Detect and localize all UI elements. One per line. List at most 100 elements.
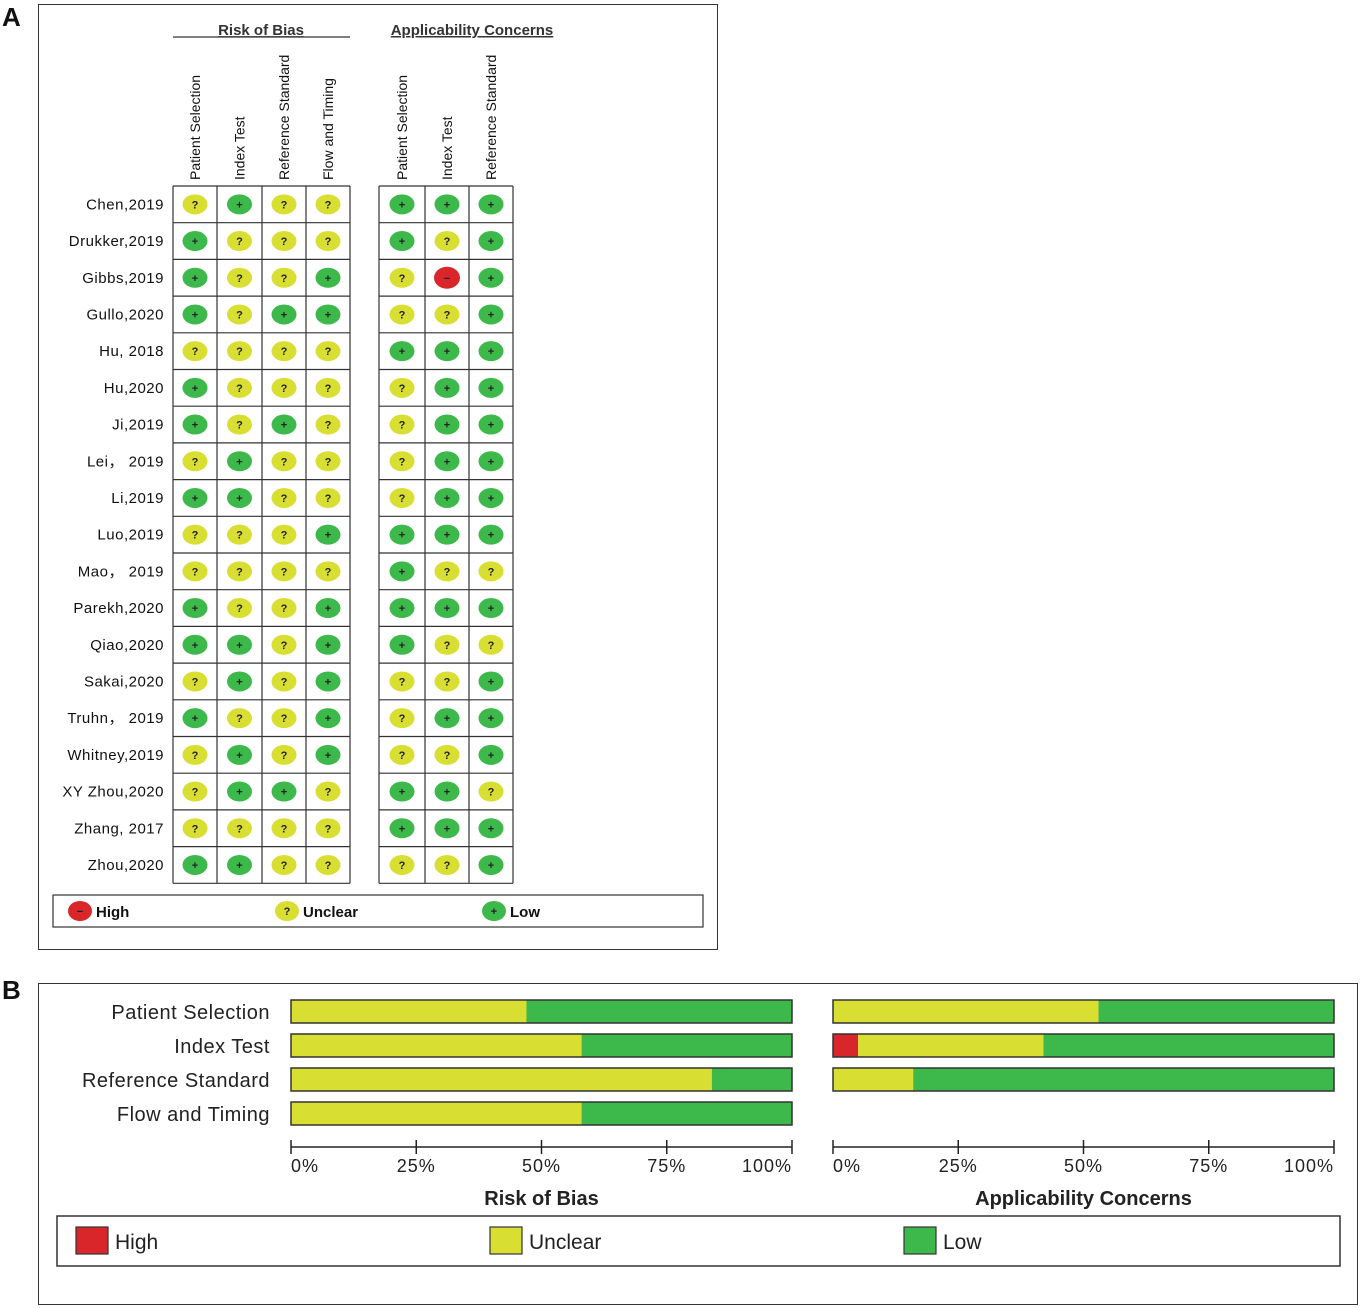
- rob-tick-label: 75%: [647, 1156, 686, 1176]
- judgement-low-icon: [478, 671, 504, 692]
- judgement-low-icon: [478, 818, 504, 839]
- rob-bar-low: [581, 1102, 792, 1125]
- rob-tick-label: 50%: [522, 1156, 561, 1176]
- judgement-symbol: ?: [399, 420, 406, 432]
- judgement-unclear-icon: [271, 854, 297, 875]
- judgement-unclear-icon: [227, 267, 252, 288]
- judgement-low-icon: [315, 304, 341, 325]
- judgement-unclear-icon: [271, 561, 297, 582]
- judgement-symbol: ?: [399, 750, 406, 762]
- app-bar-unclear: [858, 1034, 1044, 1057]
- judgement-symbol: +: [236, 640, 242, 652]
- judgement-unclear-icon: [271, 598, 297, 619]
- study-label: Li,2019: [111, 490, 164, 507]
- judgement-unclear-icon: [478, 781, 504, 802]
- rob-column-header: Patient Selection: [187, 75, 203, 180]
- judgement-low-icon: [389, 231, 415, 252]
- judgement-low-icon: [227, 744, 252, 765]
- bar-row-label: Reference Standard: [82, 1070, 270, 1092]
- bar-row-label: Index Test: [174, 1036, 270, 1058]
- judgement-low-icon: [227, 194, 252, 215]
- judgement-symbol: +: [192, 236, 198, 248]
- judgement-symbol: ?: [236, 603, 243, 615]
- judgement-symbol: ?: [281, 676, 288, 688]
- judgement-unclear-icon: [315, 231, 341, 252]
- judgement-symbol: ?: [399, 713, 406, 725]
- judgement-low-icon: [478, 487, 504, 508]
- judgement-symbol: +: [281, 787, 287, 799]
- judgement-unclear-icon: [271, 634, 297, 655]
- risk-of-bias-graph: Patient Selection Index Test Reference Sta…: [56, 999, 1341, 1267]
- study-label: Sakai,2020: [84, 673, 164, 690]
- app-tick-label: 0%: [833, 1156, 861, 1176]
- judgement-symbol: ?: [281, 456, 288, 468]
- judgement-low-icon: [478, 598, 504, 619]
- study-label: Whitney,2019: [67, 747, 164, 764]
- judgement-unclear-icon: [315, 818, 341, 839]
- app-bar-unclear: [833, 1000, 1099, 1023]
- study-label: Zhang, 2017: [74, 820, 164, 837]
- bar-row-label: Flow and Timing: [117, 1104, 270, 1126]
- app-tick-label: 50%: [1064, 1156, 1103, 1176]
- app-tick-label: 100%: [1284, 1156, 1334, 1176]
- judgement-unclear-icon: [389, 487, 415, 508]
- app-tick-label: 75%: [1189, 1156, 1228, 1176]
- app-bar-low: [1098, 1000, 1334, 1023]
- app-bar-low: [913, 1068, 1334, 1091]
- judgement-symbol: +: [192, 493, 198, 505]
- judgement-unclear-icon: [315, 194, 341, 215]
- judgement-symbol: ?: [488, 640, 495, 652]
- judgement-symbol: +: [444, 823, 450, 835]
- legend-unclear-icon: [275, 901, 299, 921]
- study-label: Gullo,2020: [86, 306, 164, 323]
- app-bar-low: [1043, 1034, 1334, 1057]
- judgement-symbol: +: [281, 420, 287, 432]
- judgement-symbol: +: [192, 640, 198, 652]
- rob-bar-outline: [290, 1067, 793, 1092]
- judgement-symbol: +: [236, 456, 242, 468]
- legend-unclear-label: Unclear: [303, 904, 358, 921]
- judgement-symbol: ?: [236, 309, 243, 321]
- judgement-low-icon: [182, 231, 208, 252]
- judgement-symbol: +: [399, 640, 405, 652]
- judgement-low-icon: [315, 708, 341, 729]
- judgement-high-icon: [434, 266, 460, 289]
- app-column-header: Index Test: [439, 116, 455, 180]
- judgement-symbol: ?: [236, 273, 243, 285]
- legend-low-icon: [482, 901, 506, 921]
- rob-tick-label: 25%: [397, 1156, 436, 1176]
- judgement-unclear-icon: [227, 524, 252, 545]
- judgement-symbol: ?: [236, 346, 243, 358]
- judgement-low-icon: [389, 598, 415, 619]
- study-label: Chen,2019: [86, 196, 164, 213]
- judgement-low-icon: [389, 194, 415, 215]
- rob-bar-outline: [290, 1033, 793, 1058]
- judgement-low-icon: [227, 781, 252, 802]
- judgement-symbol: ?: [325, 383, 332, 395]
- judgement-symbol: ?: [399, 383, 406, 395]
- legend-symbol: +: [491, 906, 497, 918]
- judgement-symbol: ?: [236, 383, 243, 395]
- rob-bar-unclear: [291, 1102, 582, 1125]
- judgement-unclear-icon: [182, 781, 208, 802]
- judgement-symbol: ?: [236, 566, 243, 578]
- judgement-low-icon: [227, 854, 252, 875]
- judgement-symbol: +: [399, 199, 405, 211]
- judgement-unclear-icon: [227, 341, 252, 362]
- app-column-header: Reference Standard: [483, 55, 499, 180]
- judgement-unclear-icon: [182, 818, 208, 839]
- judgement-low-icon: [434, 487, 460, 508]
- judgement-symbol: ?: [325, 346, 332, 358]
- judgement-symbol: +: [399, 823, 405, 835]
- judgement-unclear-icon: [182, 341, 208, 362]
- study-label: Luo,2019: [97, 527, 164, 544]
- judgement-low-icon: [478, 377, 504, 398]
- rob-bar-unclear: [291, 1000, 527, 1023]
- legend-low-text: Low: [943, 1231, 982, 1254]
- judgement-low-icon: [271, 414, 297, 435]
- judgement-low-icon: [478, 744, 504, 765]
- judgement-symbol: ?: [444, 566, 451, 578]
- judgement-symbol: +: [488, 750, 494, 762]
- judgement-low-icon: [182, 267, 208, 288]
- judgement-symbol: +: [444, 493, 450, 505]
